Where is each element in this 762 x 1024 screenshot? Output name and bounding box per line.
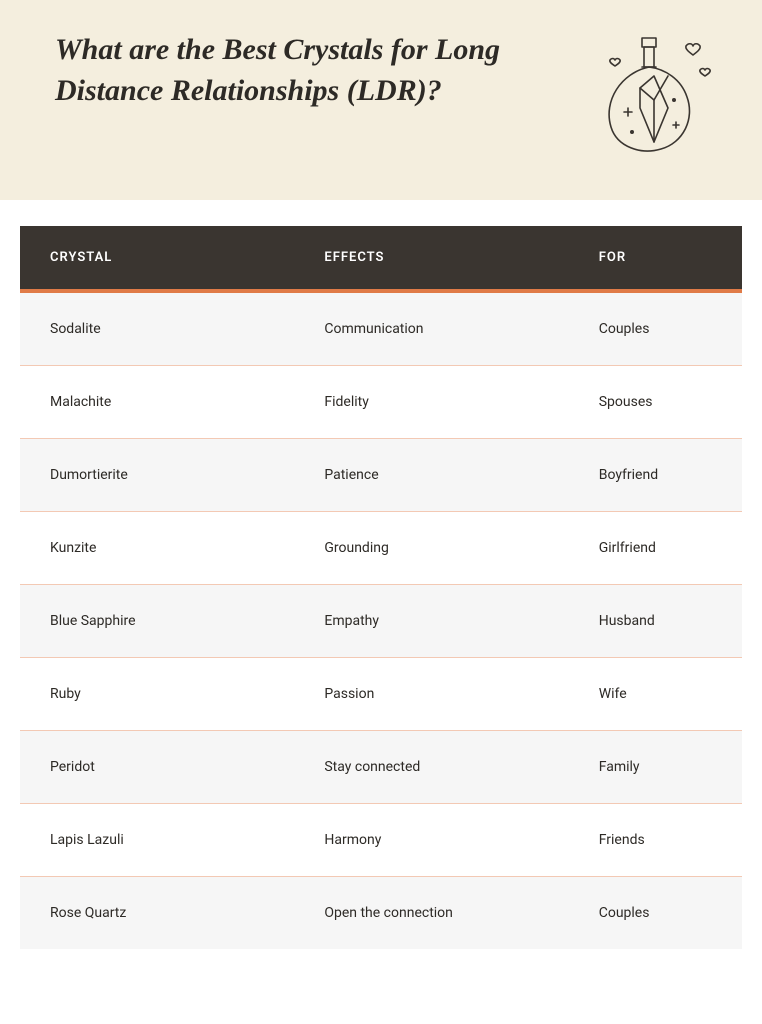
- cell-for: Family: [569, 731, 742, 804]
- cell-for: Couples: [569, 877, 742, 950]
- cell-effects: Empathy: [294, 585, 568, 658]
- cell-effects: Fidelity: [294, 366, 568, 439]
- table-row: Dumortierite Patience Boyfriend: [20, 439, 742, 512]
- cell-for: Couples: [569, 291, 742, 366]
- cell-crystal: Blue Sapphire: [20, 585, 294, 658]
- table-row: Rose Quartz Open the connection Couples: [20, 877, 742, 950]
- cell-for: Boyfriend: [569, 439, 742, 512]
- col-header-effects: EFFECTS: [294, 226, 568, 291]
- table-row: Blue Sapphire Empathy Husband: [20, 585, 742, 658]
- table-row: Sodalite Communication Couples: [20, 291, 742, 366]
- cell-effects: Stay connected: [294, 731, 568, 804]
- cell-crystal: Kunzite: [20, 512, 294, 585]
- cell-for: Girlfriend: [569, 512, 742, 585]
- table-row: Malachite Fidelity Spouses: [20, 366, 742, 439]
- cell-for: Husband: [569, 585, 742, 658]
- table-container: CRYSTAL EFFECTS FOR Sodalite Communicati…: [0, 200, 762, 969]
- cell-crystal: Peridot: [20, 731, 294, 804]
- cell-crystal: Lapis Lazuli: [20, 804, 294, 877]
- table-row: Peridot Stay connected Family: [20, 731, 742, 804]
- cell-effects: Open the connection: [294, 877, 568, 950]
- header-banner: What are the Best Crystals for Long Dist…: [0, 0, 762, 200]
- cell-crystal: Sodalite: [20, 291, 294, 366]
- crystals-table: CRYSTAL EFFECTS FOR Sodalite Communicati…: [20, 226, 742, 949]
- cell-for: Friends: [569, 804, 742, 877]
- cell-for: Wife: [569, 658, 742, 731]
- cell-crystal: Malachite: [20, 366, 294, 439]
- col-header-for: FOR: [569, 226, 742, 291]
- cell-for: Spouses: [569, 366, 742, 439]
- cell-effects: Grounding: [294, 512, 568, 585]
- cell-effects: Harmony: [294, 804, 568, 877]
- cell-crystal: Ruby: [20, 658, 294, 731]
- table-row: Lapis Lazuli Harmony Friends: [20, 804, 742, 877]
- cell-crystal: Rose Quartz: [20, 877, 294, 950]
- col-header-crystal: CRYSTAL: [20, 226, 294, 291]
- cell-effects: Patience: [294, 439, 568, 512]
- table-header-row: CRYSTAL EFFECTS FOR: [20, 226, 742, 291]
- table-row: Ruby Passion Wife: [20, 658, 742, 731]
- cell-effects: Passion: [294, 658, 568, 731]
- cell-effects: Communication: [294, 291, 568, 366]
- cell-crystal: Dumortierite: [20, 439, 294, 512]
- table-row: Kunzite Grounding Girlfriend: [20, 512, 742, 585]
- potion-bottle-icon: [582, 30, 712, 160]
- table-body: Sodalite Communication Couples Malachite…: [20, 291, 742, 949]
- page-title: What are the Best Crystals for Long Dist…: [55, 30, 515, 111]
